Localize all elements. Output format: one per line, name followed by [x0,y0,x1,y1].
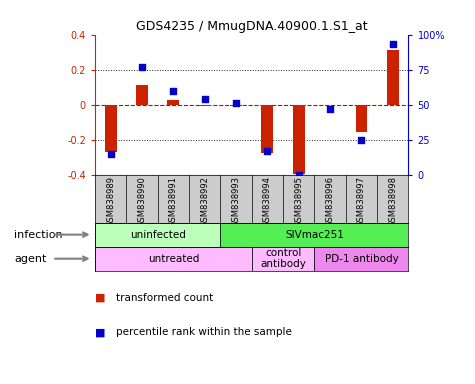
Text: infection: infection [14,230,63,240]
Text: GSM838991: GSM838991 [169,176,178,227]
Point [264,147,271,154]
Point [170,88,177,94]
Text: percentile rank within the sample: percentile rank within the sample [116,327,292,337]
Bar [220,223,408,247]
Text: ■: ■ [95,327,109,337]
Bar [261,104,274,152]
Text: GSM838994: GSM838994 [263,176,272,227]
Point [138,64,146,70]
Point [232,100,240,106]
Text: untreated: untreated [148,254,199,264]
Point [358,136,365,142]
Text: GSM838997: GSM838997 [357,176,366,227]
Text: GSM838995: GSM838995 [294,176,303,227]
Bar [387,50,399,104]
Text: control
antibody: control antibody [260,248,306,270]
Point [107,151,114,157]
Bar [230,104,242,106]
Bar [324,104,336,105]
Text: GSM838996: GSM838996 [326,176,334,227]
Bar [136,85,148,104]
Point [326,106,334,112]
Bar [95,247,252,271]
Bar [95,223,220,247]
Bar [199,104,211,106]
Text: PD-1 antibody: PD-1 antibody [324,254,399,264]
Bar [355,104,368,132]
Text: GSM838993: GSM838993 [232,176,240,227]
Bar [293,104,305,174]
Point [389,41,397,48]
Text: agent: agent [14,254,47,264]
Text: SIVmac251: SIVmac251 [285,230,344,240]
Text: transformed count: transformed count [116,293,214,303]
Title: GDS4235 / MmugDNA.40900.1.S1_at: GDS4235 / MmugDNA.40900.1.S1_at [136,20,368,33]
Bar [167,100,180,104]
Bar [314,247,408,271]
Bar [252,247,314,271]
Text: GSM838992: GSM838992 [200,176,209,227]
Point [201,96,209,102]
Bar [104,104,117,152]
Text: GSM838990: GSM838990 [138,176,146,227]
Text: uninfected: uninfected [130,230,186,240]
Text: ■: ■ [95,293,109,303]
Text: GSM838989: GSM838989 [106,176,115,227]
Text: GSM838998: GSM838998 [389,176,397,227]
Point [295,171,303,177]
